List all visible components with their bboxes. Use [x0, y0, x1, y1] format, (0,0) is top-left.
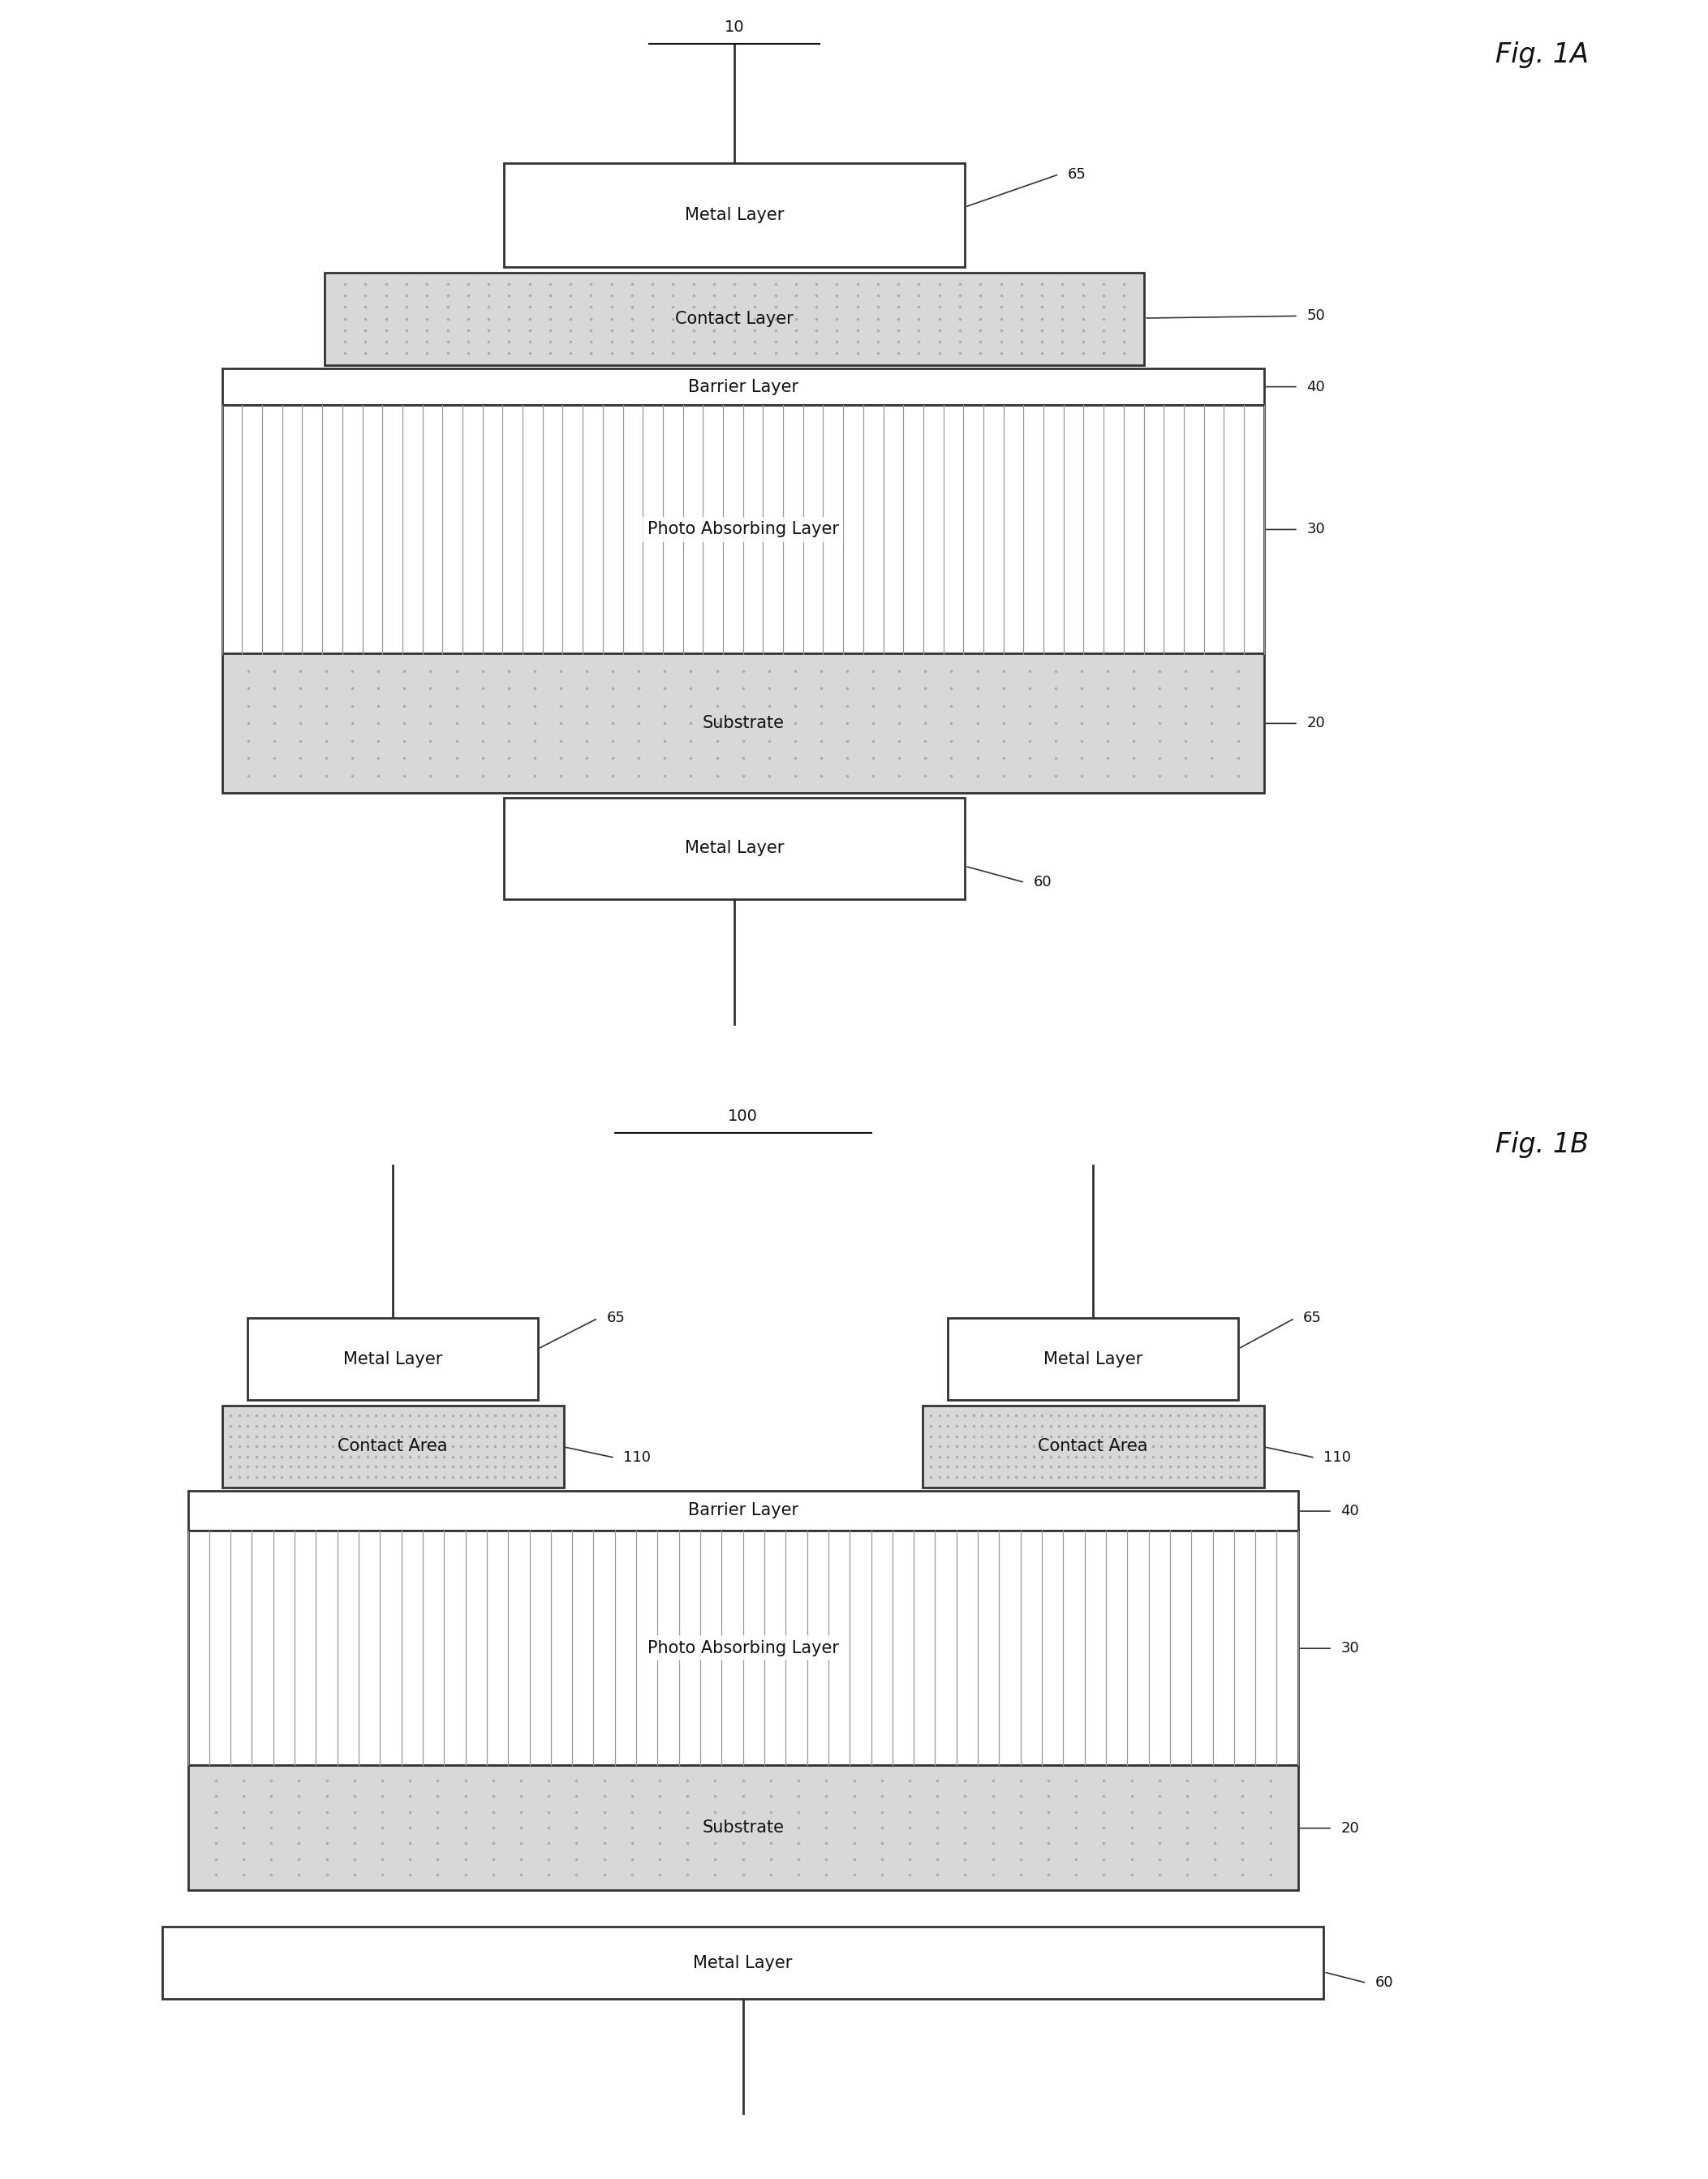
Text: Fig. 1B: Fig. 1B — [1494, 1131, 1588, 1157]
Text: 110: 110 — [1324, 1451, 1351, 1464]
Text: 60: 60 — [1375, 1976, 1394, 1989]
Text: 65: 65 — [1303, 1312, 1322, 1325]
Text: 65: 65 — [606, 1312, 625, 1325]
Bar — [222, 654, 1264, 793]
Bar — [222, 1405, 564, 1486]
Text: 30: 30 — [1307, 523, 1325, 536]
Text: Substrate: Substrate — [702, 1819, 784, 1835]
Text: 60: 60 — [1033, 876, 1052, 889]
Text: Metal Layer: Metal Layer — [693, 1955, 793, 1970]
Bar — [922, 1405, 1264, 1486]
Bar — [248, 1318, 538, 1401]
Text: Metal Layer: Metal Layer — [685, 841, 784, 856]
Text: Metal Layer: Metal Layer — [1044, 1351, 1143, 1366]
Text: Photo Absorbing Layer: Photo Absorbing Layer — [647, 1641, 839, 1656]
Text: Barrier Layer: Barrier Layer — [688, 1504, 798, 1519]
Text: Contact Area: Contact Area — [338, 1438, 447, 1453]
Text: 30: 30 — [1341, 1641, 1360, 1656]
Bar — [188, 1532, 1298, 1765]
Text: Substrate: Substrate — [702, 715, 784, 732]
Text: Fig. 1A: Fig. 1A — [1494, 41, 1588, 68]
Text: 65: 65 — [1068, 168, 1086, 181]
Text: Metal Layer: Metal Layer — [343, 1351, 442, 1366]
Text: 110: 110 — [623, 1451, 651, 1464]
Bar — [504, 163, 965, 266]
Bar — [188, 1490, 1298, 1532]
Text: Contact Layer: Contact Layer — [675, 312, 794, 327]
Text: 20: 20 — [1307, 717, 1325, 730]
Text: Barrier Layer: Barrier Layer — [688, 379, 798, 394]
Bar — [222, 405, 1264, 654]
Text: 40: 40 — [1307, 379, 1325, 394]
Bar — [188, 1765, 1298, 1889]
Text: Metal Layer: Metal Layer — [685, 207, 784, 222]
Bar — [325, 272, 1144, 366]
Text: 10: 10 — [724, 20, 745, 35]
Text: 20: 20 — [1341, 1822, 1360, 1835]
Bar — [948, 1318, 1238, 1401]
Text: 50: 50 — [1307, 309, 1325, 322]
Text: 40: 40 — [1341, 1504, 1360, 1519]
Bar — [504, 798, 965, 898]
Text: 100: 100 — [728, 1109, 758, 1124]
Text: Photo Absorbing Layer: Photo Absorbing Layer — [647, 521, 839, 538]
Bar — [222, 368, 1264, 405]
Text: Contact Area: Contact Area — [1038, 1438, 1148, 1453]
Bar — [162, 1926, 1324, 2000]
